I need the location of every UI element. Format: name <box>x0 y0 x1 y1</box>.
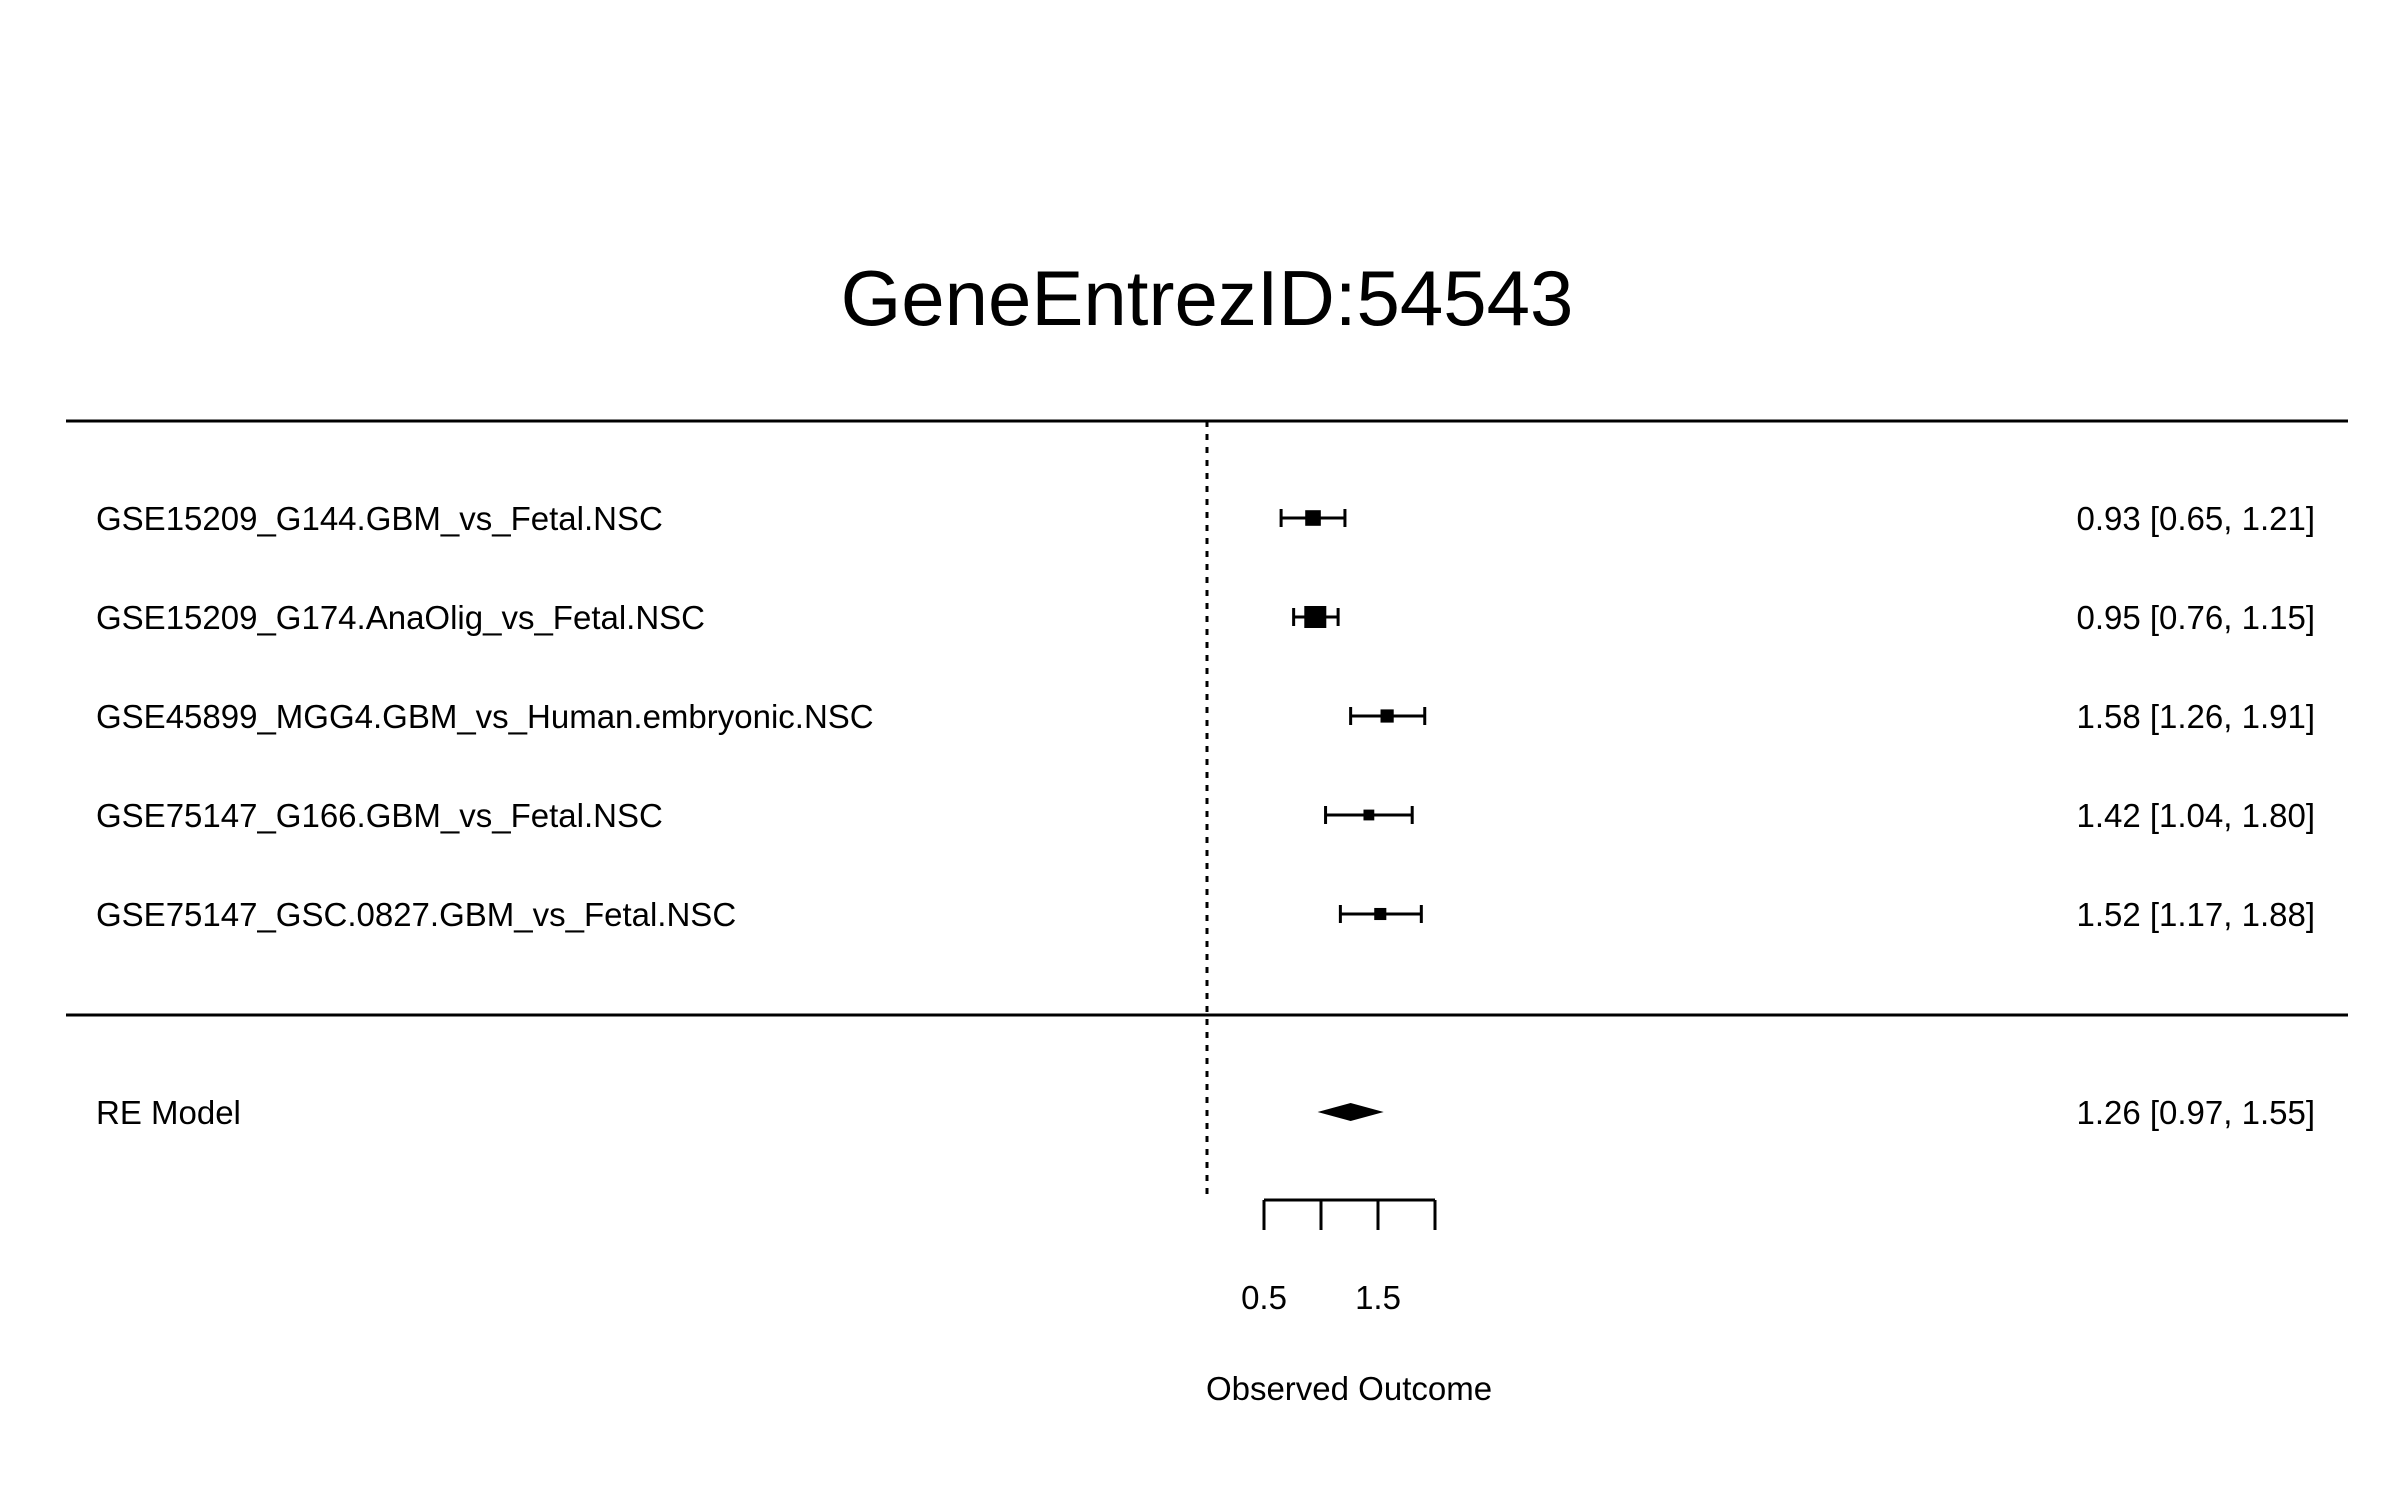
study-label: GSE15209_G174.AnaOlig_vs_Fetal.NSC <box>96 599 705 636</box>
x-tick-label: 1.5 <box>1355 1279 1401 1316</box>
study-label: GSE45899_MGG4.GBM_vs_Human.embryonic.NSC <box>96 698 874 735</box>
study-label: GSE75147_G166.GBM_vs_Fetal.NSC <box>96 797 663 834</box>
study-point <box>1374 907 1387 921</box>
study-label: GSE15209_G144.GBM_vs_Fetal.NSC <box>96 500 663 537</box>
study-estimate-text: 0.93 [0.65, 1.21] <box>2076 500 2315 537</box>
x-tick-label: 0.5 <box>1241 1279 1287 1316</box>
study-row: GSE75147_GSC.0827.GBM_vs_Fetal.NSC 1.52 [… <box>96 896 2315 933</box>
study-row: GSE15209_G174.AnaOlig_vs_Fetal.NSC 0.95 [… <box>96 599 2315 636</box>
study-row: GSE15209_G144.GBM_vs_Fetal.NSC 0.93 [0.65… <box>96 500 2315 537</box>
study-estimate-text: 0.95 [0.76, 1.15] <box>2076 599 2315 636</box>
x-axis-label: Observed Outcome <box>1206 1370 1492 1407</box>
study-point <box>1363 809 1375 821</box>
chart-title: GeneEntrezID:54543 <box>841 254 1574 342</box>
study-point <box>1305 510 1321 526</box>
summary-estimate-text: 1.26 [0.97, 1.55] <box>2076 1094 2315 1131</box>
summary-label: RE Model <box>96 1094 241 1131</box>
study-estimate-text: 1.42 [1.04, 1.80] <box>2076 797 2315 834</box>
study-row: GSE45899_MGG4.GBM_vs_Human.embryonic.NSC… <box>96 698 2315 735</box>
summary-diamond <box>1317 1103 1384 1121</box>
study-estimate-text: 1.58 [1.26, 1.91] <box>2076 698 2315 735</box>
study-row: GSE75147_G166.GBM_vs_Fetal.NSC 1.42 [1.04… <box>96 797 2315 834</box>
study-label: GSE75147_GSC.0827.GBM_vs_Fetal.NSC <box>96 896 736 933</box>
study-point <box>1304 606 1327 628</box>
study-estimate-text: 1.52 [1.17, 1.88] <box>2076 896 2315 933</box>
study-point <box>1380 709 1394 723</box>
